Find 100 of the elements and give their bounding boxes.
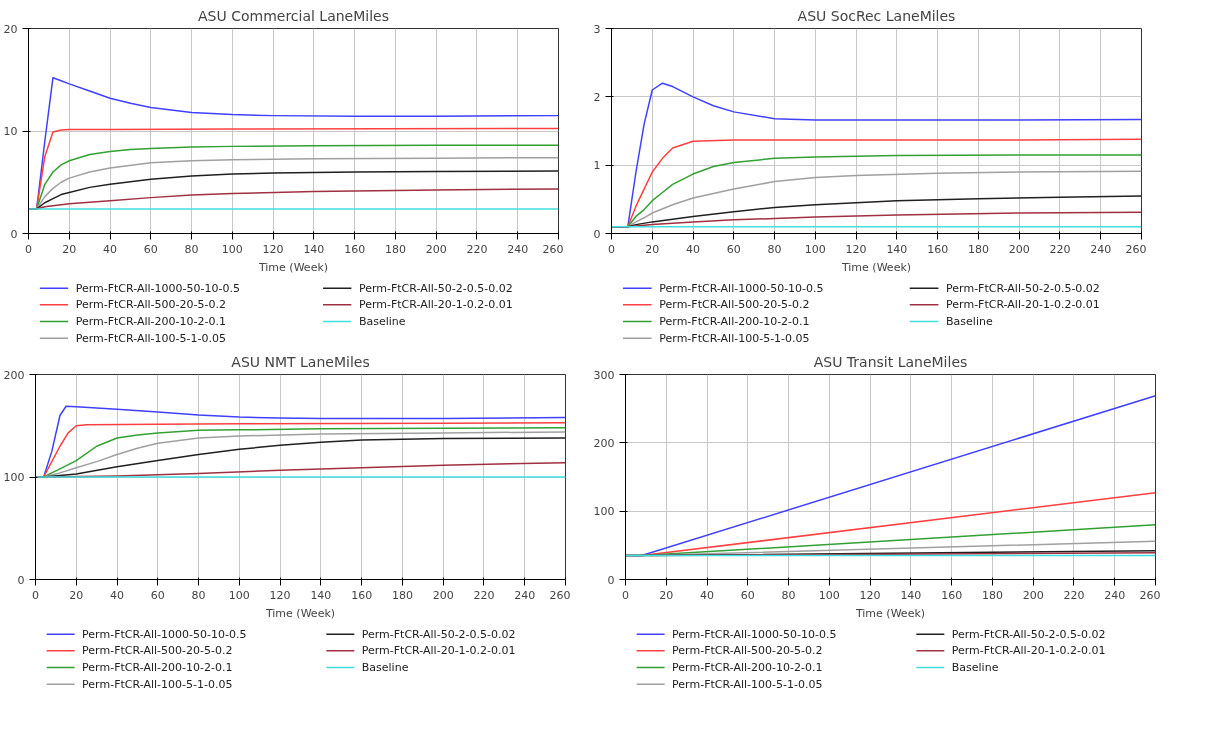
y-tick-label: 10 [3,125,18,138]
y-tick-label: 20 [3,22,18,36]
x-tick-label: 180 [391,588,413,602]
y-tick-label: 0 [17,573,25,587]
x-tick-label: 240 [1104,588,1126,602]
legend-label: Perm-FtCR-All-50-2-0.5-0.02 [358,281,513,295]
legend-label: Perm-FtCR-All-50-2-0.5-0.02 [946,281,1100,295]
y-tick-label: 0 [10,227,18,241]
legend-label: Perm-FtCR-All-200-10-2-0.1 [82,661,233,674]
chart-title: ASU SocRec LaneMiles [797,7,956,24]
chart-title: ASU Commercial LaneMiles [198,7,389,24]
x-tick-label: 20 [69,588,84,602]
y-tick-label: 300 [593,368,615,382]
x-tick-label: 20 [659,588,674,602]
x-tick-label: 80 [184,242,199,256]
legend-label: Perm-FtCR-All-200-10-2-0.1 [75,315,226,328]
x-tick-label: 220 [1049,242,1071,256]
x-tick-label: 240 [507,242,529,256]
x-tick-label: 40 [110,588,125,602]
x-tick-label: 100 [221,242,243,256]
x-tick-label: 60 [726,242,741,256]
x-tick-label: 160 [344,242,366,256]
y-tick-label: 2 [593,90,601,104]
x-tick-label: 200 [1022,588,1044,602]
x-tick-label: 20 [62,242,77,256]
legend-label: Perm-FtCR-All-1000-50-10-0.5 [82,627,247,641]
x-tick-label: 160 [941,588,963,602]
x-tick-label: 120 [262,242,284,256]
legend-label: Perm-FtCR-All-500-20-5-0.2 [82,644,233,658]
x-tick-label: 160 [351,588,373,602]
x-tick-label: 180 [967,242,989,256]
x-tick-label: 60 [150,588,165,602]
x-tick-label: 260 [1139,588,1161,602]
x-tick-label: 260 [542,242,564,256]
legend-label: Perm-FtCR-All-50-2-0.5-0.02 [361,627,516,641]
x-axis-title: Time (Week) [854,606,926,620]
legend-label: Perm-FtCR-All-500-20-5-0.2 [659,298,810,312]
x-tick-label: 160 [927,242,949,256]
x-tick-label: 20 [645,242,660,256]
x-tick-label: 40 [700,588,715,602]
x-tick-label: 60 [740,588,755,602]
x-axis-title: Time (Week) [264,606,336,620]
x-tick-label: 120 [845,242,867,256]
x-tick-label: 120 [859,588,881,602]
x-tick-label: 180 [981,588,1003,602]
x-tick-label: 260 [1125,242,1147,256]
x-tick-label: 200 [425,242,447,256]
legend-label: Perm-FtCR-All-200-10-2-0.1 [672,661,823,674]
x-tick-label: 80 [191,588,206,602]
y-tick-label: 3 [593,22,601,36]
legend-label: Perm-FtCR-All-1000-50-10-0.5 [75,281,240,295]
legend-label: Perm-FtCR-All-500-20-5-0.2 [672,644,823,658]
legend-label: Perm-FtCR-All-100-5-1-0.05 [82,677,233,691]
legend-label: Perm-FtCR-All-100-5-1-0.05 [659,331,810,345]
y-tick-label: 100 [3,471,25,484]
x-tick-label: 60 [143,242,158,256]
chart-title: ASU Transit LaneMiles [813,353,968,370]
legend-label: Perm-FtCR-All-20-1-0.2-0.01 [946,298,1100,312]
y-tick-label: 0 [593,227,601,241]
x-tick-label: 140 [303,242,325,256]
legend-label: Baseline [951,661,999,674]
x-axis-title: Time (Week) [257,260,329,274]
x-tick-label: 100 [804,242,826,256]
x-tick-label: 140 [310,588,332,602]
x-tick-label: 100 [228,588,250,602]
chart-title: ASU NMT LaneMiles [231,353,370,370]
x-tick-label: 80 [781,588,796,602]
x-axis-title: Time (Week) [840,260,912,274]
y-tick-label: 200 [593,436,615,450]
legend-label: Baseline [361,661,409,674]
legend-label: Perm-FtCR-All-200-10-2-0.1 [659,315,810,328]
x-tick-label: 240 [514,588,536,602]
x-tick-label: 0 [32,588,39,602]
x-tick-label: 220 [473,588,495,602]
x-tick-label: 240 [1090,242,1112,256]
legend-label: Perm-FtCR-All-1000-50-10-0.5 [659,281,824,295]
legend-label: Perm-FtCR-All-50-2-0.5-0.02 [951,627,1106,641]
x-tick-label: 200 [1008,242,1030,256]
x-tick-label: 40 [103,242,118,256]
y-tick-label: 0 [607,573,615,587]
legend-label: Perm-FtCR-All-20-1-0.2-0.01 [361,644,516,658]
x-tick-label: 0 [622,588,629,602]
legend-label: Perm-FtCR-All-20-1-0.2-0.01 [951,644,1106,658]
x-tick-label: 120 [269,588,291,602]
legend-label: Perm-FtCR-All-100-5-1-0.05 [672,677,823,691]
x-tick-label: 200 [432,588,454,602]
x-tick-label: 220 [1063,588,1085,602]
y-tick-label: 200 [3,368,25,382]
x-tick-label: 140 [900,588,922,602]
x-tick-label: 140 [886,242,908,256]
legend-label: Perm-FtCR-All-1000-50-10-0.5 [672,627,837,641]
legend-label: Perm-FtCR-All-500-20-5-0.2 [75,298,226,312]
legend-label: Baseline [946,315,993,328]
y-tick-label: 1 [593,159,601,173]
legend-label: Perm-FtCR-All-100-5-1-0.05 [75,331,226,345]
x-tick-label: 220 [466,242,488,256]
legend-label: Baseline [358,315,406,328]
x-tick-label: 100 [818,588,840,602]
x-tick-label: 40 [686,242,701,256]
legend-label: Perm-FtCR-All-20-1-0.2-0.01 [358,298,513,312]
